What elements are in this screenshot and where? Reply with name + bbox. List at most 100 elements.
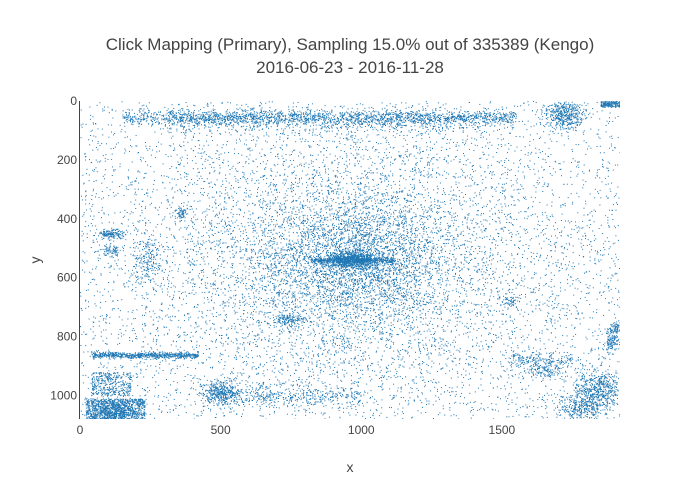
click-point: [472, 200, 474, 202]
click-point: [119, 310, 121, 312]
click-point: [113, 170, 115, 172]
click-point: [230, 102, 231, 104]
click-point: [401, 212, 403, 214]
click-point: [576, 227, 578, 229]
click-point: [259, 395, 261, 397]
click-point: [100, 331, 102, 333]
click-point: [393, 397, 395, 398]
click-point: [224, 407, 225, 409]
click-point: [275, 267, 277, 269]
click-point: [298, 376, 300, 378]
click-point: [252, 382, 254, 384]
click-point: [429, 174, 431, 176]
click-point: [612, 204, 614, 206]
click-point: [573, 229, 575, 231]
click-point: [294, 134, 296, 136]
click-point: [536, 299, 538, 300]
click-point: [471, 302, 473, 304]
click-point: [295, 141, 297, 143]
click-point: [315, 306, 317, 307]
click-point: [88, 225, 89, 227]
click-point: [290, 186, 292, 188]
click-point: [439, 308, 441, 310]
click-point: [524, 146, 526, 148]
click-point: [426, 404, 427, 406]
click-point: [580, 362, 581, 364]
click-point: [280, 368, 282, 370]
click-point: [474, 138, 476, 140]
click-point: [234, 226, 235, 228]
click-point: [363, 286, 365, 288]
click-point: [272, 272, 274, 274]
click-point: [586, 293, 588, 294]
click-point: [227, 165, 229, 167]
click-point: [115, 391, 117, 393]
click-point: [209, 236, 210, 238]
click-point: [605, 404, 607, 406]
click-point: [105, 246, 107, 247]
click-point: [472, 168, 474, 170]
click-point: [135, 208, 137, 209]
click-point: [478, 345, 480, 347]
click-point: [164, 315, 166, 317]
click-point: [541, 399, 543, 401]
click-point: [95, 266, 97, 268]
click-point: [518, 366, 520, 368]
click-point: [145, 394, 147, 396]
click-point: [300, 163, 302, 165]
click-point: [440, 222, 442, 224]
click-point: [95, 387, 97, 389]
click-point: [200, 379, 202, 381]
click-point: [392, 397, 394, 399]
click-point: [614, 164, 616, 166]
click-point: [313, 355, 315, 357]
click-point: [120, 267, 122, 269]
click-point: [274, 184, 275, 186]
click-point: [608, 309, 610, 311]
click-point: [235, 356, 237, 358]
click-point: [201, 362, 203, 364]
click-point: [366, 244, 368, 246]
click-point: [562, 372, 564, 374]
click-point: [384, 178, 386, 180]
click-point: [243, 342, 245, 344]
click-point: [298, 365, 300, 367]
click-point: [437, 414, 439, 416]
click-point: [334, 373, 336, 375]
click-point: [551, 235, 552, 237]
click-point: [197, 201, 199, 203]
click-point: [592, 396, 594, 398]
click-point: [480, 214, 482, 216]
click-point: [316, 172, 318, 174]
click-point: [191, 387, 193, 389]
click-point: [544, 325, 546, 327]
click-point: [500, 388, 502, 390]
click-point: [340, 293, 342, 295]
click-point: [175, 252, 177, 254]
click-point: [570, 176, 572, 178]
click-point: [332, 391, 334, 393]
click-point: [263, 398, 265, 400]
click-point: [607, 175, 609, 177]
click-point: [91, 195, 93, 196]
click-point: [195, 155, 197, 157]
click-point: [136, 145, 138, 147]
click-point: [388, 339, 389, 341]
click-point: [487, 407, 489, 409]
click-point: [443, 216, 445, 218]
click-point: [523, 175, 525, 177]
click-point: [603, 290, 605, 292]
click-point: [266, 293, 268, 295]
click-point: [543, 183, 545, 185]
click-point: [586, 116, 588, 118]
click-point: [539, 201, 541, 203]
click-point: [410, 309, 412, 311]
click-point: [260, 163, 261, 165]
click-point: [160, 143, 162, 145]
click-point: [350, 345, 352, 347]
click-point: [517, 253, 519, 255]
click-point: [426, 354, 428, 356]
click-point: [221, 102, 223, 104]
click-point: [408, 318, 410, 320]
click-point: [208, 239, 210, 241]
